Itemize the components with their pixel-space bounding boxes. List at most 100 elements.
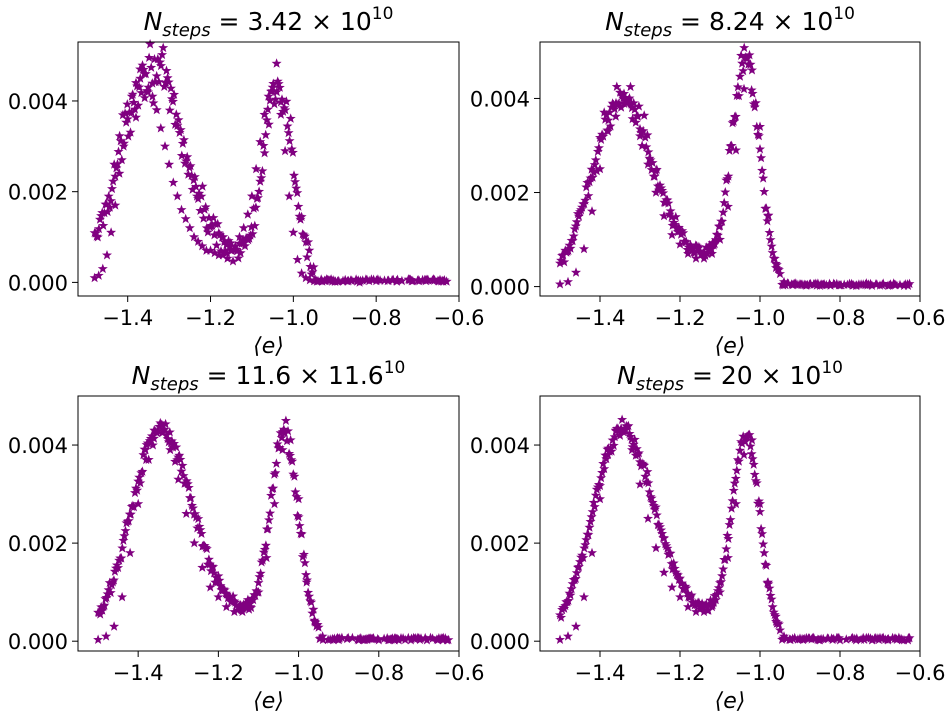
x-tick-label: −1.2 (193, 661, 244, 685)
data-points (89, 39, 452, 287)
data-point (106, 227, 117, 237)
data-point (563, 631, 573, 641)
data-point (659, 210, 669, 221)
data-point (721, 543, 732, 554)
data-point (755, 506, 765, 517)
data-point (739, 83, 749, 94)
data-point (571, 267, 581, 277)
y-tick-label: 0.004 (8, 90, 68, 114)
data-point (764, 227, 775, 237)
x-axis-label: ⟨e⟩ (715, 689, 746, 712)
y-tick-label: 0.004 (8, 434, 68, 458)
x-tick-label: −1.4 (575, 661, 626, 685)
x-axis-label: ⟨e⟩ (715, 334, 746, 359)
data-point (103, 191, 114, 201)
subplot-4: −1.4 −1.2 −1.0 −0.8 −0.6 0.000 0.002 0.004 ⟨e⟩ Ns… (470, 358, 946, 712)
data-point (265, 508, 276, 518)
data-point (282, 121, 293, 131)
x-axis-label: ⟨e⟩ (253, 334, 284, 359)
data-point (101, 631, 112, 641)
x-tick-label: −1.0 (273, 661, 324, 685)
data-point (171, 109, 182, 119)
x-tick-label: −0.8 (353, 661, 404, 685)
x-tick-label: −0.8 (815, 306, 866, 330)
data-point (122, 99, 133, 109)
data-point (180, 213, 191, 224)
data-point (280, 415, 291, 425)
data-point (767, 601, 778, 612)
data-point (288, 227, 299, 237)
x-tick-label: −1.4 (102, 306, 153, 330)
data-point (758, 539, 769, 549)
data-points (555, 42, 915, 290)
data-point (301, 569, 311, 580)
data-point (718, 564, 729, 574)
data-point (285, 113, 296, 123)
data-point (158, 42, 169, 53)
data-point (102, 250, 112, 260)
x-tick-label: −1.2 (655, 661, 706, 685)
x-tick-label: −0.6 (434, 306, 485, 330)
data-point (97, 263, 108, 274)
data-point (254, 186, 265, 196)
x-tick-label: −0.8 (815, 661, 866, 685)
x-tick-label: −1.2 (185, 306, 236, 330)
y-tick-label: 0.000 (470, 630, 530, 654)
data-point (563, 276, 573, 287)
subplot-3: −1.4 −1.2 −1.0 −0.8 −0.6 0.000 0.002 0.004 ⟨e⟩ Ns… (8, 358, 485, 712)
data-point (579, 591, 589, 602)
data-point (126, 91, 137, 101)
data-point (184, 222, 195, 233)
data-point (749, 469, 760, 479)
data-point (659, 567, 669, 577)
data-point (757, 165, 768, 175)
x-tick-label: −1.4 (575, 306, 626, 330)
data-point (93, 634, 104, 644)
subplot-title: Nsteps = 20 × 1010 (617, 358, 843, 395)
data-point (176, 204, 187, 215)
axes-frame (77, 41, 460, 297)
x-tick-label: −1.0 (735, 661, 786, 685)
data-point (757, 528, 768, 539)
data-point (732, 81, 743, 92)
data-point (172, 191, 183, 201)
data-points (93, 415, 454, 645)
data-point (617, 414, 628, 424)
data-point (164, 159, 175, 169)
data-point (756, 152, 767, 163)
x-tick-label: −0.6 (895, 661, 946, 685)
subplot-title: Nsteps = 3.42 × 1010 (144, 4, 394, 41)
y-tick-label: 0.002 (8, 532, 68, 556)
x-tick-label: −1.2 (655, 306, 706, 330)
subplot-title: Nsteps = 11.6 × 11.610 (132, 358, 406, 395)
data-point (587, 206, 597, 216)
data-points (555, 414, 915, 645)
data-point (579, 243, 589, 254)
data-point (747, 453, 758, 464)
data-point (145, 39, 156, 49)
data-point (635, 479, 645, 489)
data-point (284, 191, 295, 201)
y-tick-label: 0.004 (470, 434, 530, 458)
data-point (160, 141, 170, 151)
data-point (238, 222, 249, 233)
data-point (146, 62, 157, 72)
data-point (643, 477, 654, 488)
data-point (675, 591, 685, 602)
data-point (667, 582, 677, 592)
data-point (280, 145, 291, 156)
axes-frame (77, 395, 460, 652)
data-point (639, 110, 650, 120)
data-point (651, 542, 661, 553)
data-point (269, 498, 280, 509)
data-point (292, 187, 303, 198)
data-point (293, 511, 304, 522)
data-point (181, 508, 192, 518)
data-point (759, 547, 770, 558)
data-point (125, 547, 136, 558)
data-point (117, 591, 128, 602)
data-point (189, 537, 200, 548)
x-tick-label: −1.0 (268, 306, 319, 330)
data-point (289, 170, 299, 180)
